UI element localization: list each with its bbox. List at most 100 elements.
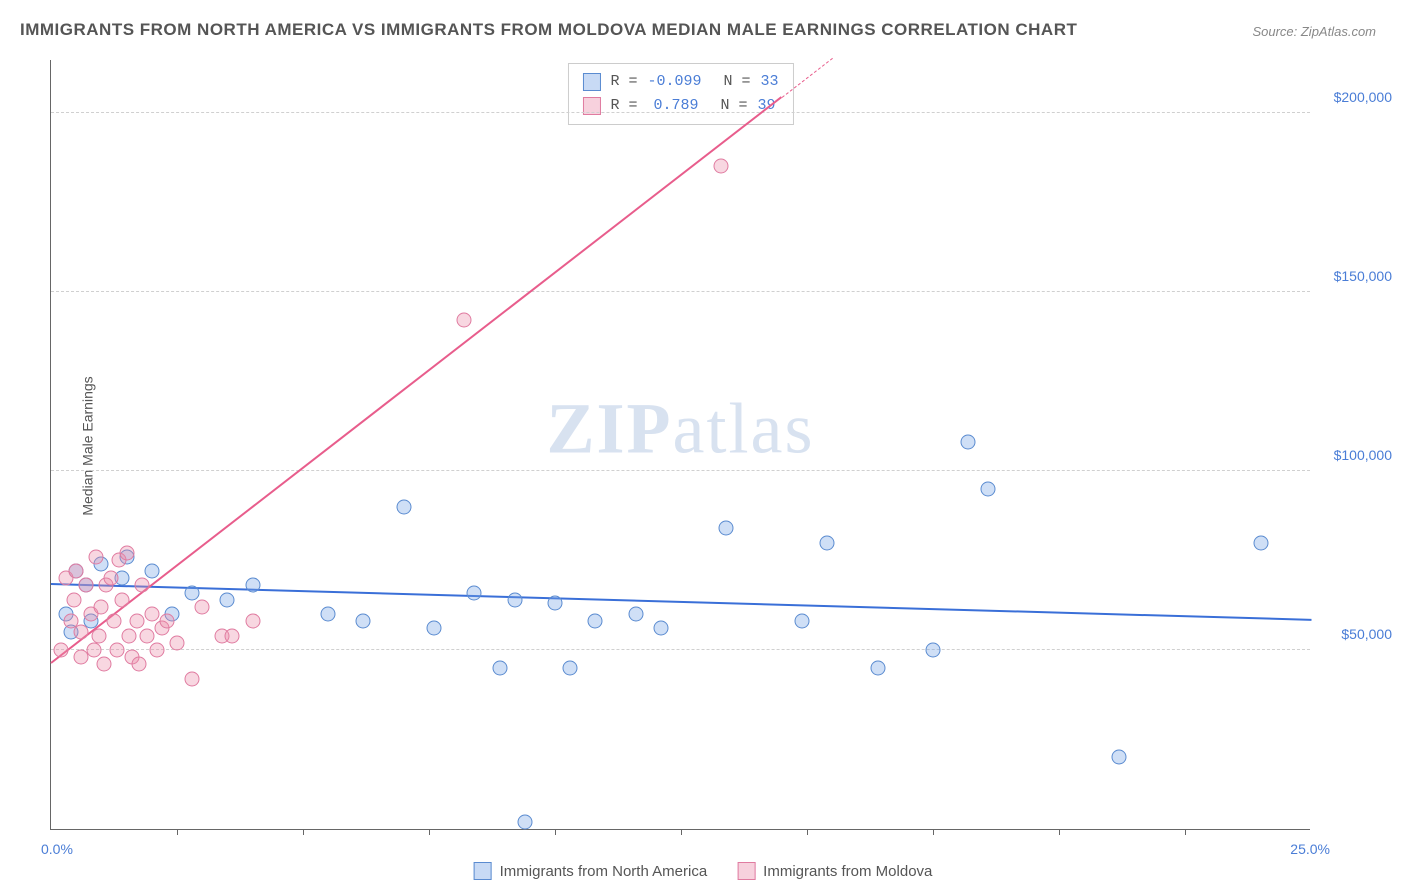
n-label: N = <box>721 94 748 118</box>
data-point-a <box>981 481 996 496</box>
data-point-a <box>144 564 159 579</box>
x-tick <box>1185 829 1186 835</box>
series-legend: Immigrants from North America Immigrants… <box>474 862 933 880</box>
data-point-a <box>1253 535 1268 550</box>
x-tick <box>303 829 304 835</box>
series-name-b: Immigrants from Moldova <box>763 863 932 880</box>
r-label: R = <box>610 70 637 94</box>
gridline-horizontal <box>51 291 1310 292</box>
legend-item-a: Immigrants from North America <box>474 862 708 880</box>
x-tick <box>555 829 556 835</box>
data-point-a <box>220 592 235 607</box>
data-point-b <box>149 642 164 657</box>
data-point-b <box>714 159 729 174</box>
legend-row-a: R = -0.099 N = 33 <box>582 70 778 94</box>
data-point-b <box>96 657 111 672</box>
data-point-b <box>139 628 154 643</box>
r-value-a: -0.099 <box>647 70 701 94</box>
chart-title: IMMIGRANTS FROM NORTH AMERICA VS IMMIGRA… <box>20 20 1077 40</box>
data-point-a <box>719 521 734 536</box>
swatch-north-america-icon <box>474 862 492 880</box>
trendline-moldova <box>50 96 782 664</box>
data-point-b <box>122 628 137 643</box>
trendline-north-america <box>51 583 1311 621</box>
r-label: R = <box>610 94 637 118</box>
x-tick <box>681 829 682 835</box>
x-axis-min-label: 0.0% <box>41 841 73 857</box>
data-point-b <box>89 549 104 564</box>
gridline-horizontal <box>51 470 1310 471</box>
watermark-atlas: atlas <box>673 389 815 469</box>
data-point-a <box>517 814 532 829</box>
data-point-b <box>170 635 185 650</box>
data-point-b <box>79 578 94 593</box>
correlation-legend: R = -0.099 N = 33 R = 0.789 N = 39 <box>567 63 793 125</box>
n-value-a: 33 <box>761 70 779 94</box>
x-tick <box>1059 829 1060 835</box>
data-point-b <box>107 614 122 629</box>
y-tick-label: $100,000 <box>1317 447 1392 463</box>
data-point-b <box>66 592 81 607</box>
data-point-b <box>94 599 109 614</box>
data-point-a <box>870 660 885 675</box>
data-point-a <box>794 614 809 629</box>
y-tick-label: $150,000 <box>1317 268 1392 284</box>
x-tick <box>807 829 808 835</box>
data-point-a <box>507 592 522 607</box>
data-point-a <box>1112 750 1127 765</box>
x-tick <box>177 829 178 835</box>
data-point-b <box>91 628 106 643</box>
data-point-a <box>628 607 643 622</box>
data-point-b <box>119 546 134 561</box>
legend-row-b: R = 0.789 N = 39 <box>582 94 778 118</box>
data-point-a <box>427 621 442 636</box>
data-point-b <box>54 642 69 657</box>
data-point-a <box>926 642 941 657</box>
x-tick <box>933 829 934 835</box>
data-point-b <box>132 657 147 672</box>
data-point-b <box>159 614 174 629</box>
scatter-plot-area: ZIPatlas R = -0.099 N = 33 R = 0.789 N =… <box>50 60 1310 830</box>
data-point-b <box>114 592 129 607</box>
x-axis-max-label: 25.0% <box>1290 841 1330 857</box>
data-point-a <box>653 621 668 636</box>
y-tick-label: $50,000 <box>1317 626 1392 642</box>
data-point-a <box>820 535 835 550</box>
data-point-a <box>492 660 507 675</box>
data-point-b <box>195 599 210 614</box>
swatch-north-america-icon <box>582 73 600 91</box>
data-point-a <box>185 585 200 600</box>
r-value-b: 0.789 <box>653 94 698 118</box>
data-point-a <box>321 607 336 622</box>
watermark: ZIPatlas <box>547 388 815 471</box>
data-point-a <box>961 435 976 450</box>
data-point-b <box>225 628 240 643</box>
series-name-a: Immigrants from North America <box>500 863 708 880</box>
data-point-a <box>563 660 578 675</box>
data-point-b <box>245 614 260 629</box>
x-tick <box>429 829 430 835</box>
watermark-zip: ZIP <box>547 389 673 469</box>
data-point-a <box>245 578 260 593</box>
data-point-b <box>457 313 472 328</box>
data-point-b <box>86 642 101 657</box>
y-tick-label: $200,000 <box>1317 89 1392 105</box>
data-point-b <box>185 671 200 686</box>
data-point-b <box>109 642 124 657</box>
data-point-b <box>104 571 119 586</box>
data-point-a <box>548 596 563 611</box>
data-point-a <box>588 614 603 629</box>
data-point-a <box>467 585 482 600</box>
source-attribution: Source: ZipAtlas.com <box>1252 24 1376 39</box>
data-point-b <box>134 578 149 593</box>
data-point-a <box>356 614 371 629</box>
data-point-a <box>396 499 411 514</box>
gridline-horizontal <box>51 112 1310 113</box>
n-label: N = <box>724 70 751 94</box>
data-point-b <box>74 625 89 640</box>
data-point-b <box>69 564 84 579</box>
data-point-b <box>144 607 159 622</box>
data-point-b <box>129 614 144 629</box>
legend-item-b: Immigrants from Moldova <box>737 862 932 880</box>
gridline-horizontal <box>51 649 1310 650</box>
